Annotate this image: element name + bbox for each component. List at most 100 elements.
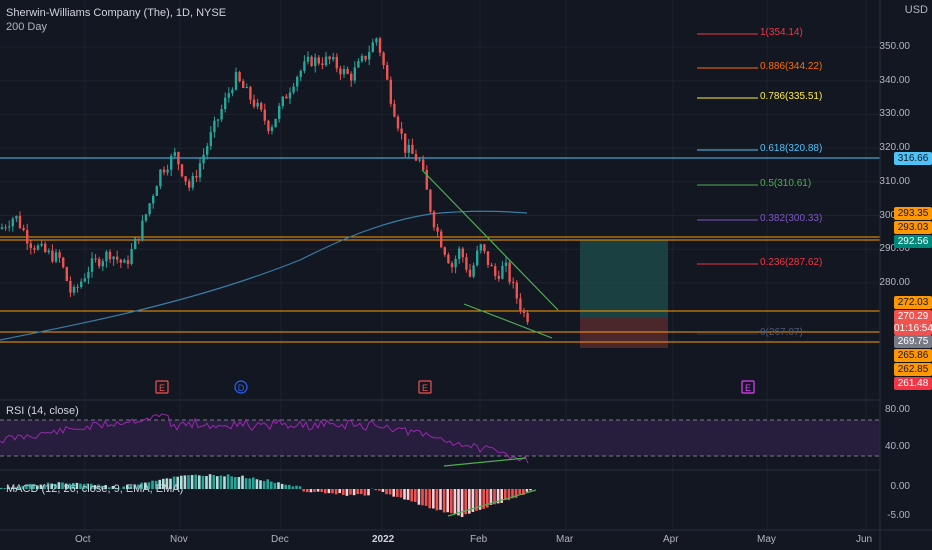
candle-body[interactable]: [267, 120, 270, 131]
candle-body[interactable]: [62, 257, 65, 268]
candle-body[interactable]: [11, 218, 14, 227]
candle-body[interactable]: [314, 57, 317, 67]
earnings-event-icon[interactable]: D: [234, 380, 248, 394]
candle-body[interactable]: [116, 256, 119, 260]
macd-divergence-line[interactable]: [447, 489, 537, 517]
candle-body[interactable]: [306, 56, 310, 62]
candle-body[interactable]: [220, 109, 223, 120]
long-position-stop-zone[interactable]: [580, 318, 668, 348]
candle-body[interactable]: [0, 227, 4, 229]
candle-body[interactable]: [360, 55, 364, 62]
candle-body[interactable]: [36, 245, 40, 250]
candle-body[interactable]: [173, 152, 176, 156]
candle-body[interactable]: [447, 254, 450, 264]
candle-body[interactable]: [83, 278, 86, 282]
candle-body[interactable]: [123, 260, 126, 263]
candle-body[interactable]: [522, 310, 526, 314]
candle-body[interactable]: [47, 250, 50, 253]
candle-body[interactable]: [436, 227, 439, 232]
candle-body[interactable]: [418, 159, 421, 161]
candle-body[interactable]: [317, 57, 320, 64]
candle-body[interactable]: [8, 226, 11, 228]
candle-body[interactable]: [468, 269, 472, 277]
candle-body[interactable]: [29, 243, 32, 249]
candle-body[interactable]: [281, 96, 284, 107]
candle-body[interactable]: [504, 262, 508, 266]
candle-body[interactable]: [242, 81, 245, 89]
candle-body[interactable]: [126, 260, 130, 264]
candle-body[interactable]: [260, 102, 263, 110]
candle-body[interactable]: [425, 169, 428, 190]
candle-body[interactable]: [209, 132, 212, 147]
candle-body[interactable]: [461, 248, 464, 258]
candle-body[interactable]: [191, 175, 194, 188]
macd-histogram[interactable]: [0, 474, 532, 517]
candle-body[interactable]: [94, 258, 97, 260]
candle-body[interactable]: [108, 251, 112, 260]
candle-body[interactable]: [155, 186, 158, 196]
candle-body[interactable]: [4, 227, 7, 229]
candle-body[interactable]: [249, 87, 252, 100]
ma-legend[interactable]: 200 Day: [6, 21, 47, 33]
candle-body[interactable]: [213, 120, 216, 133]
candle-body[interactable]: [40, 243, 43, 246]
candle-body[interactable]: [137, 238, 140, 241]
candle-body[interactable]: [206, 146, 209, 155]
candle-body[interactable]: [407, 144, 410, 153]
candle-body[interactable]: [292, 86, 295, 93]
candle-body[interactable]: [371, 42, 374, 53]
macd-legend[interactable]: MACD (12, 26, close, 9, EMA, EMA): [6, 483, 184, 495]
candle-body[interactable]: [458, 248, 461, 260]
candle-body[interactable]: [440, 231, 443, 248]
candle-body[interactable]: [51, 250, 54, 262]
candle-body[interactable]: [245, 87, 248, 89]
candle-body[interactable]: [375, 38, 378, 43]
candle-body[interactable]: [490, 264, 493, 267]
long-position-target-zone[interactable]: [580, 240, 668, 318]
candle-body[interactable]: [515, 282, 518, 299]
currency-label[interactable]: USD: [904, 4, 928, 16]
candle-body[interactable]: [227, 93, 230, 98]
candle-body[interactable]: [432, 211, 436, 228]
candle-body[interactable]: [346, 68, 349, 74]
candle-body[interactable]: [364, 55, 367, 60]
candle-body[interactable]: [404, 133, 407, 153]
candle-body[interactable]: [342, 68, 346, 75]
candle-body[interactable]: [112, 256, 115, 260]
candle-body[interactable]: [234, 72, 238, 90]
rsi-line[interactable]: [0, 413, 529, 464]
candle-body[interactable]: [278, 106, 281, 119]
candle-body[interactable]: [231, 89, 234, 94]
candle-body[interactable]: [274, 118, 277, 128]
candle-body[interactable]: [177, 152, 180, 165]
candlestick-series[interactable]: [0, 36, 529, 325]
candle-body[interactable]: [101, 261, 104, 267]
candle-body[interactable]: [184, 176, 187, 182]
chart-title[interactable]: Sherwin-Williams Company (The), 1D, NYSE: [6, 7, 227, 19]
candle-body[interactable]: [54, 252, 58, 262]
candle-body[interactable]: [328, 56, 331, 60]
candle-body[interactable]: [72, 286, 76, 293]
candle-body[interactable]: [296, 76, 299, 87]
candle-body[interactable]: [396, 116, 400, 129]
candle-body[interactable]: [393, 103, 396, 117]
candle-body[interactable]: [386, 65, 389, 80]
candle-body[interactable]: [483, 244, 486, 252]
candle-body[interactable]: [33, 248, 36, 250]
candle-body[interactable]: [411, 144, 414, 154]
candle-body[interactable]: [454, 259, 457, 268]
candle-body[interactable]: [144, 214, 148, 221]
candle-body[interactable]: [501, 265, 504, 279]
candle-body[interactable]: [141, 220, 144, 241]
candle-body[interactable]: [98, 258, 101, 267]
candle-body[interactable]: [476, 250, 479, 266]
candle-body[interactable]: [378, 38, 382, 53]
candle-body[interactable]: [429, 189, 432, 212]
candle-body[interactable]: [285, 96, 288, 99]
candle-body[interactable]: [350, 73, 353, 81]
candle-body[interactable]: [224, 97, 227, 110]
candle-body[interactable]: [256, 102, 259, 107]
candle-body[interactable]: [414, 153, 418, 161]
candle-body[interactable]: [152, 195, 155, 204]
